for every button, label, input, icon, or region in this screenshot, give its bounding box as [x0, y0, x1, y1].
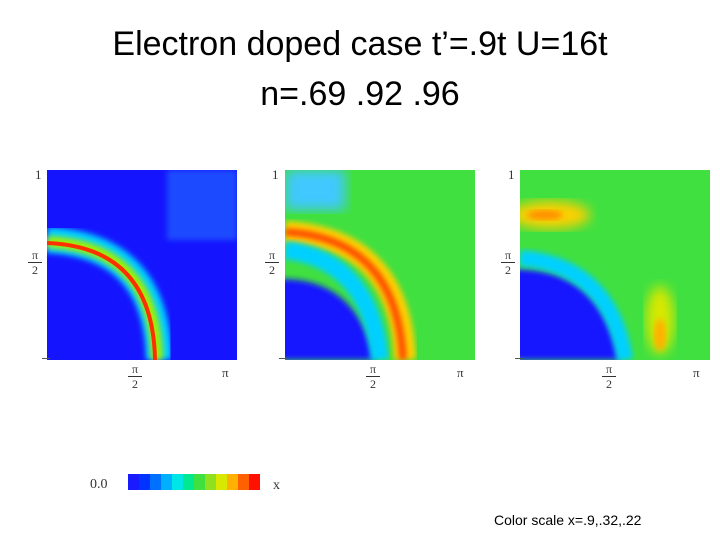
legend-swatch [238, 474, 249, 490]
legend-swatch [172, 474, 183, 490]
tick-1-p2: 1 [272, 167, 279, 182]
tick-pi-p1: π [222, 365, 229, 380]
slide-title-line1: Electron doped case t’=.9t U=16t [112, 25, 608, 63]
legend-swatch [194, 474, 205, 490]
legend-swatch [227, 474, 238, 490]
legend-swatch [249, 474, 260, 490]
heatmap-panel-2 [285, 170, 475, 360]
legend-swatch [139, 474, 150, 490]
tick-pi-p2: π [457, 365, 464, 380]
heatmap-panel-3 [520, 170, 710, 360]
legend-swatch [205, 474, 216, 490]
legend-swatch [128, 474, 139, 490]
legend-swatch [150, 474, 161, 490]
legend-swatch [216, 474, 227, 490]
legend-low-label: 0.0 [90, 477, 108, 492]
legend-var-label: x [273, 478, 280, 493]
legend-swatch [183, 474, 194, 490]
tick-pi-p3: π [693, 365, 700, 380]
tick-1-p3: 1 [508, 167, 515, 182]
tick-1-p1: 1 [35, 167, 42, 182]
axis-tick-p3 [515, 358, 523, 359]
slide-title-line2: n=.69 .92 .96 [260, 75, 460, 113]
axis-tick-p2 [279, 358, 287, 359]
axis-tick-p1 [42, 358, 50, 359]
color-scale-caption: Color scale x=.9,.32,.22 [494, 512, 642, 528]
legend-swatch [161, 474, 172, 490]
heatmap-panel-1 [47, 170, 237, 360]
